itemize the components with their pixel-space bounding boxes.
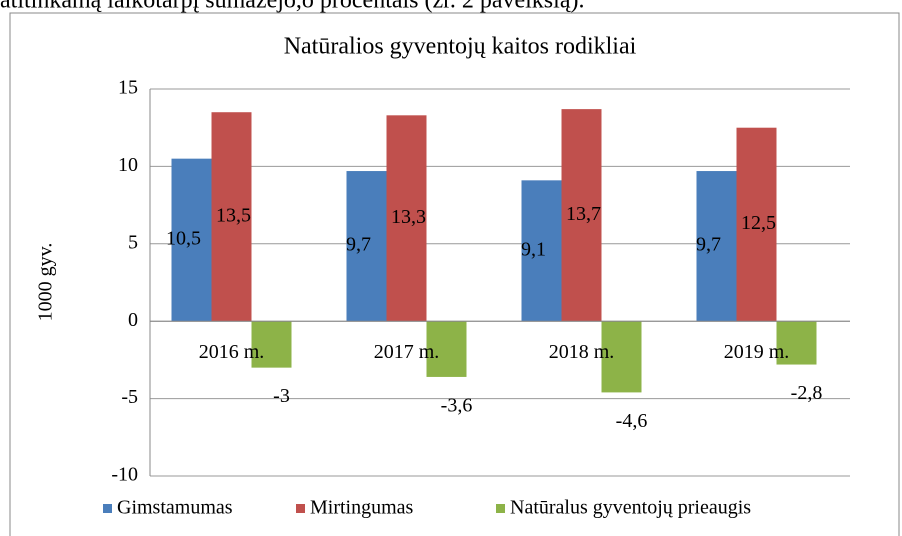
- value-label: -3,6: [441, 395, 473, 417]
- bar: [346, 171, 387, 322]
- value-label: 9,7: [346, 234, 371, 256]
- x-tick-label: 2017 m.: [374, 341, 440, 363]
- legend-label: Gimstamumas: [117, 497, 233, 519]
- y-tick-label: 10: [118, 154, 138, 176]
- bar: [386, 115, 427, 322]
- value-label: 9,1: [521, 238, 546, 260]
- chart-title: Natūralios gyventojų kaitos rodikliai: [284, 34, 637, 60]
- y-axis-label: 1000 gyv.: [35, 243, 57, 322]
- bar: [251, 321, 292, 368]
- text-above: atitinkamą laikotarpį sumažėjo,o procent…: [0, 0, 584, 14]
- value-label: 9,7: [696, 234, 721, 256]
- value-label: -4,6: [616, 410, 648, 432]
- value-label: -2,8: [791, 382, 823, 404]
- value-label: 13,7: [566, 203, 601, 225]
- value-label: 12,5: [741, 212, 776, 234]
- bar: [521, 180, 562, 322]
- value-label: 13,5: [216, 204, 251, 226]
- legend-swatch: [496, 504, 505, 513]
- bar: [776, 321, 817, 365]
- bar: [736, 127, 777, 322]
- legend-swatch: [296, 504, 305, 513]
- y-tick-label: 15: [118, 77, 138, 99]
- value-label: -3: [273, 385, 290, 407]
- bar: [601, 321, 642, 393]
- y-tick-label: 5: [128, 231, 138, 253]
- y-tick-label: 0: [128, 309, 138, 331]
- legend-label: Mirtingumas: [310, 497, 414, 519]
- bar: [211, 112, 252, 322]
- legend-swatch: [103, 504, 112, 513]
- legend-label: Natūralus gyventojų prieaugis: [510, 497, 751, 519]
- x-tick-label: 2016 m.: [199, 341, 265, 363]
- y-tick-label: -5: [121, 386, 138, 408]
- y-tick-label: -10: [111, 464, 138, 486]
- bar: [696, 171, 737, 322]
- bar: [426, 321, 467, 377]
- x-tick-label: 2019 m.: [724, 341, 790, 363]
- x-tick-label: 2018 m.: [549, 341, 615, 363]
- bar: [561, 109, 602, 322]
- value-label: 10,5: [166, 228, 201, 250]
- bar: [171, 158, 212, 322]
- value-label: 13,3: [391, 206, 426, 228]
